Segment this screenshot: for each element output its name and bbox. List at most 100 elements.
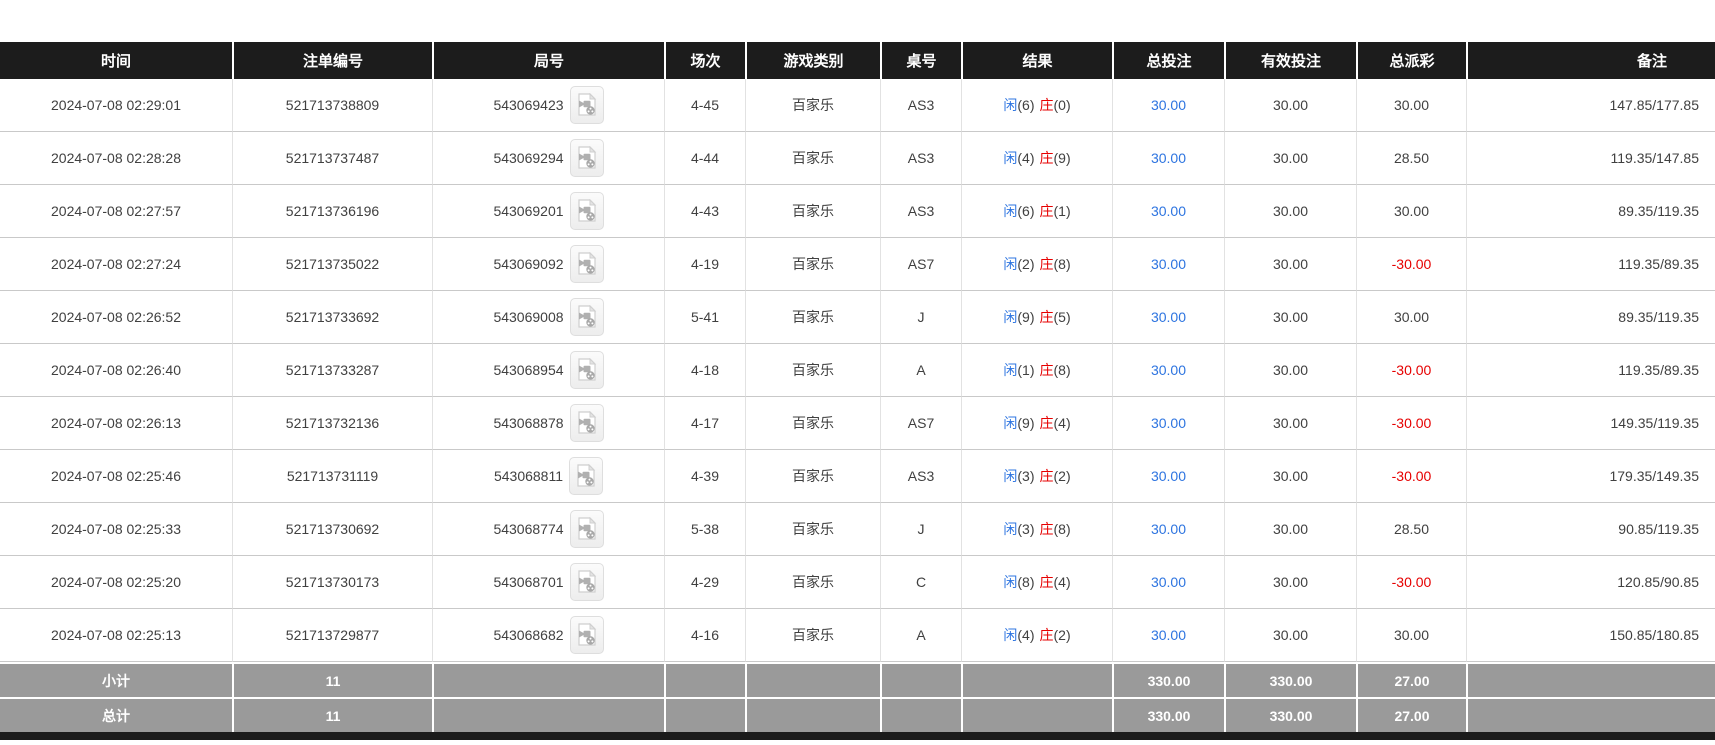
- round-no-content: 543068954: [433, 351, 664, 389]
- round-no-value: 543068954: [493, 362, 564, 378]
- game-type-cell: 百家乐: [745, 132, 880, 185]
- subtotal-empty-cell: [664, 662, 745, 697]
- video-replay-button[interactable]: [569, 298, 604, 336]
- video-icon: [577, 93, 596, 116]
- session-cell: 4-45: [664, 79, 745, 132]
- table-row: 2024-07-08 02:27:57 521713736196 543069201…: [0, 185, 1715, 238]
- video-replay-button[interactable]: [569, 86, 604, 124]
- player-score: (3): [1017, 521, 1035, 537]
- result-cell: 闲(9) 庄(4): [961, 397, 1112, 450]
- video-replay-button[interactable]: [569, 404, 604, 442]
- total-row: 总计 11 330.00 330.00 27.00: [0, 697, 1715, 732]
- round-no-content: 543069294: [433, 139, 664, 177]
- time-cell: 2024-07-08 02:25:46: [0, 450, 232, 503]
- player-score: (4): [1017, 150, 1035, 166]
- player-score: (4): [1017, 627, 1035, 643]
- total-valid-bet: 330.00: [1224, 697, 1356, 732]
- round-no-cell: 543068811: [432, 450, 664, 503]
- round-no-content: 543068811: [433, 457, 664, 495]
- time-cell: 2024-07-08 02:25:33: [0, 503, 232, 556]
- result-cell: 闲(9) 庄(5): [961, 291, 1112, 344]
- banker-label: 庄: [1039, 97, 1054, 113]
- remark-cell: 119.35/89.35: [1466, 344, 1715, 397]
- time-cell: 2024-07-08 02:26:40: [0, 344, 232, 397]
- result-content: 闲(6) 庄(1): [1003, 203, 1070, 219]
- time-cell: 2024-07-08 02:29:01: [0, 79, 232, 132]
- video-replay-button[interactable]: [569, 510, 604, 548]
- table-no-cell: A: [880, 344, 961, 397]
- table-row: 2024-07-08 02:26:52 521713733692 543069008…: [0, 291, 1715, 344]
- video-replay-button[interactable]: [569, 192, 604, 230]
- round-no-content: 543069008: [433, 298, 664, 336]
- column-header-payout: 总派彩: [1356, 42, 1466, 79]
- valid-bet-cell: 30.00: [1224, 397, 1356, 450]
- subtotal-empty-cell: [432, 662, 664, 697]
- table-no-cell: AS7: [880, 238, 961, 291]
- player-score: (8): [1017, 574, 1035, 590]
- subtotal-empty-cell: [961, 662, 1112, 697]
- table-row: 2024-07-08 02:27:24 521713735022 543069092…: [0, 238, 1715, 291]
- valid-bet-cell: 30.00: [1224, 132, 1356, 185]
- order-no-cell: 521713733692: [232, 291, 432, 344]
- result-cell: 闲(1) 庄(8): [961, 344, 1112, 397]
- table-no-cell: AS3: [880, 132, 961, 185]
- total-bet-cell: 30.00: [1112, 397, 1224, 450]
- video-replay-button[interactable]: [569, 139, 604, 177]
- banker-label: 庄: [1039, 203, 1054, 219]
- video-icon: [577, 464, 596, 487]
- remark-cell: 119.35/89.35: [1466, 238, 1715, 291]
- round-no-content: 543068878: [433, 404, 664, 442]
- time-cell: 2024-07-08 02:26:52: [0, 291, 232, 344]
- game-type-cell: 百家乐: [745, 238, 880, 291]
- round-no-content: 543069201: [433, 192, 664, 230]
- result-cell: 闲(6) 庄(1): [961, 185, 1112, 238]
- video-replay-button[interactable]: [569, 457, 604, 495]
- total-bet-cell: 30.00: [1112, 450, 1224, 503]
- round-no-value: 543068682: [493, 627, 564, 643]
- banker-score: (1): [1053, 203, 1071, 219]
- table-no-cell: AS3: [880, 450, 961, 503]
- time-cell: 2024-07-08 02:27:57: [0, 185, 232, 238]
- time-cell: 2024-07-08 02:25:20: [0, 556, 232, 609]
- subtotal-label: 小计: [0, 662, 232, 697]
- valid-bet-cell: 30.00: [1224, 291, 1356, 344]
- banker-score: (0): [1053, 97, 1071, 113]
- order-no-cell: 521713738809: [232, 79, 432, 132]
- round-no-value: 543069092: [493, 256, 564, 272]
- session-cell: 4-43: [664, 185, 745, 238]
- total-count: 11: [232, 697, 432, 732]
- banker-score: (8): [1053, 521, 1071, 537]
- video-replay-button[interactable]: [569, 616, 604, 654]
- result-content: 闲(4) 庄(2): [1003, 627, 1070, 643]
- subtotal-count: 11: [232, 662, 432, 697]
- round-no-cell: 543069294: [432, 132, 664, 185]
- table-row: 2024-07-08 02:25:46 521713731119 543068811…: [0, 450, 1715, 503]
- table-row: 2024-07-08 02:29:01 521713738809 543069423…: [0, 79, 1715, 132]
- round-no-cell: 543069423: [432, 79, 664, 132]
- video-icon: [577, 146, 596, 169]
- remark-cell: 120.85/90.85: [1466, 556, 1715, 609]
- next-section-header-bar: [0, 732, 1715, 740]
- remark-cell: 147.85/177.85: [1466, 79, 1715, 132]
- game-type-cell: 百家乐: [745, 397, 880, 450]
- table-row: 2024-07-08 02:25:33 521713730692 543068774…: [0, 503, 1715, 556]
- valid-bet-cell: 30.00: [1224, 450, 1356, 503]
- video-replay-button[interactable]: [569, 351, 604, 389]
- session-cell: 4-39: [664, 450, 745, 503]
- player-label: 闲: [1003, 256, 1018, 272]
- payout-cell: -30.00: [1356, 556, 1466, 609]
- player-label: 闲: [1003, 203, 1018, 219]
- total-payout: 27.00: [1356, 697, 1466, 732]
- total-bet-cell: 30.00: [1112, 238, 1224, 291]
- video-replay-button[interactable]: [569, 563, 604, 601]
- subtotal-empty-cell: [745, 662, 880, 697]
- session-cell: 5-38: [664, 503, 745, 556]
- video-replay-button[interactable]: [569, 245, 604, 283]
- payout-cell: -30.00: [1356, 344, 1466, 397]
- valid-bet-cell: 30.00: [1224, 238, 1356, 291]
- session-cell: 4-18: [664, 344, 745, 397]
- video-icon: [577, 517, 596, 540]
- time-cell: 2024-07-08 02:26:13: [0, 397, 232, 450]
- subtotal-row: 小计 11 330.00 330.00 27.00: [0, 662, 1715, 697]
- table-header: 时间 注单编号 局号 场次 游戏类别 桌号 结果 总投注 有效投注 总派彩 备注: [0, 42, 1715, 79]
